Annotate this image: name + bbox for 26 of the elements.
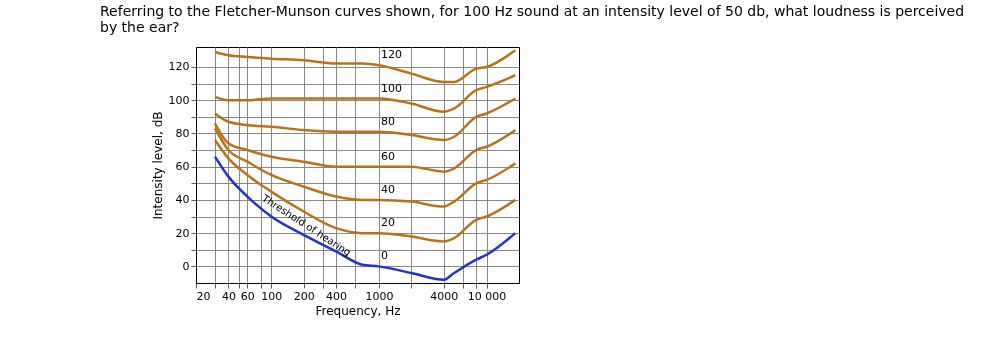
series-label: 80	[380, 114, 395, 128]
y-tick-label: 100	[168, 93, 190, 107]
series-label: 60	[380, 149, 395, 163]
x-tick-label: 60	[240, 289, 255, 303]
chart-title: Referring to the Fletcher-Munson curves shown, for 100 Hz sound at an intensity level of 50 db, what loudness is perceived by the ear?	[100, 3, 965, 35]
x-tick-label: 20	[196, 289, 211, 303]
x-tick-label: 1000	[365, 289, 394, 303]
y-tick-label: 120	[168, 60, 190, 74]
series-label: 20	[380, 216, 395, 230]
x-axis-title: Frequency, Hz	[315, 303, 401, 318]
y-tick-label: 60	[175, 160, 190, 174]
series-label: 100	[380, 81, 402, 95]
x-tick-label: 400	[326, 289, 348, 303]
x-tick-label: 4000	[430, 289, 459, 303]
series-label: 40	[380, 182, 395, 196]
x-tick-label: 40	[221, 289, 236, 303]
y-tick-label: 40	[175, 193, 190, 207]
x-tick-label: 10 000	[467, 289, 507, 303]
y-axis-title: Intensity level, dB	[150, 111, 165, 220]
series-label: 120	[380, 48, 402, 62]
series-label: 0	[380, 249, 388, 263]
y-tick-label: 0	[182, 259, 190, 273]
y-tick-label: 20	[175, 226, 190, 240]
y-tick-label: 80	[175, 126, 190, 140]
x-tick-label: 200	[293, 289, 315, 303]
x-tick-label: 100	[261, 289, 283, 303]
